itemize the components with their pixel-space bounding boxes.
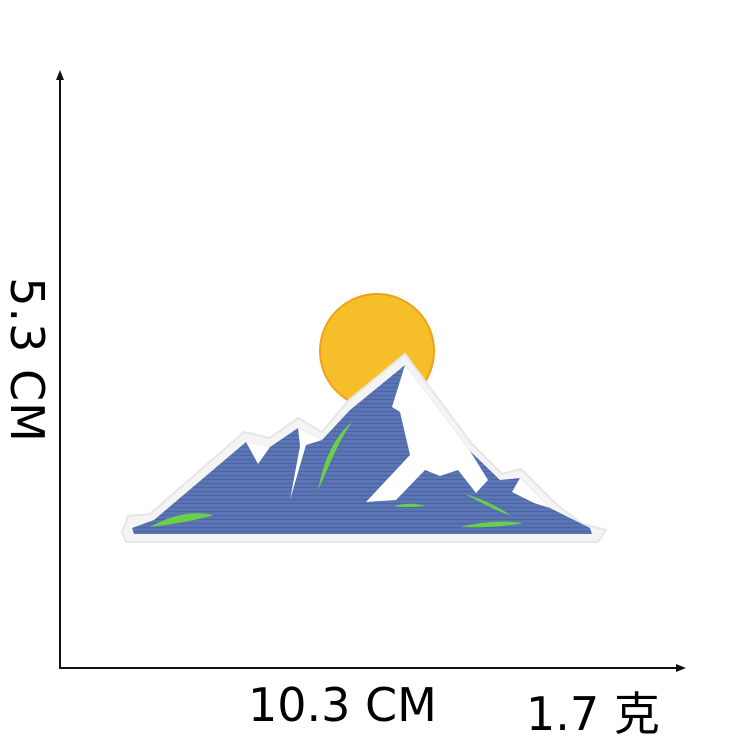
horizontal-axis-arrow-icon — [676, 664, 686, 672]
snow-cap-left — [246, 442, 270, 464]
snow-cap-middle — [290, 428, 322, 500]
vertical-axis-arrow-icon — [56, 70, 64, 80]
grass-stroke-center — [394, 503, 426, 508]
height-dimension-label: 5.3 CM — [0, 277, 54, 443]
snow-cap-right — [512, 478, 550, 508]
snow-cap-main — [366, 365, 488, 502]
grass-stroke-right — [460, 521, 524, 528]
weight-label: 1.7 克 — [526, 687, 660, 741]
width-dimension-label: 10.3 CM — [248, 678, 437, 732]
grass-stroke-right-upper — [465, 494, 512, 516]
grass-stroke-left — [150, 513, 214, 527]
